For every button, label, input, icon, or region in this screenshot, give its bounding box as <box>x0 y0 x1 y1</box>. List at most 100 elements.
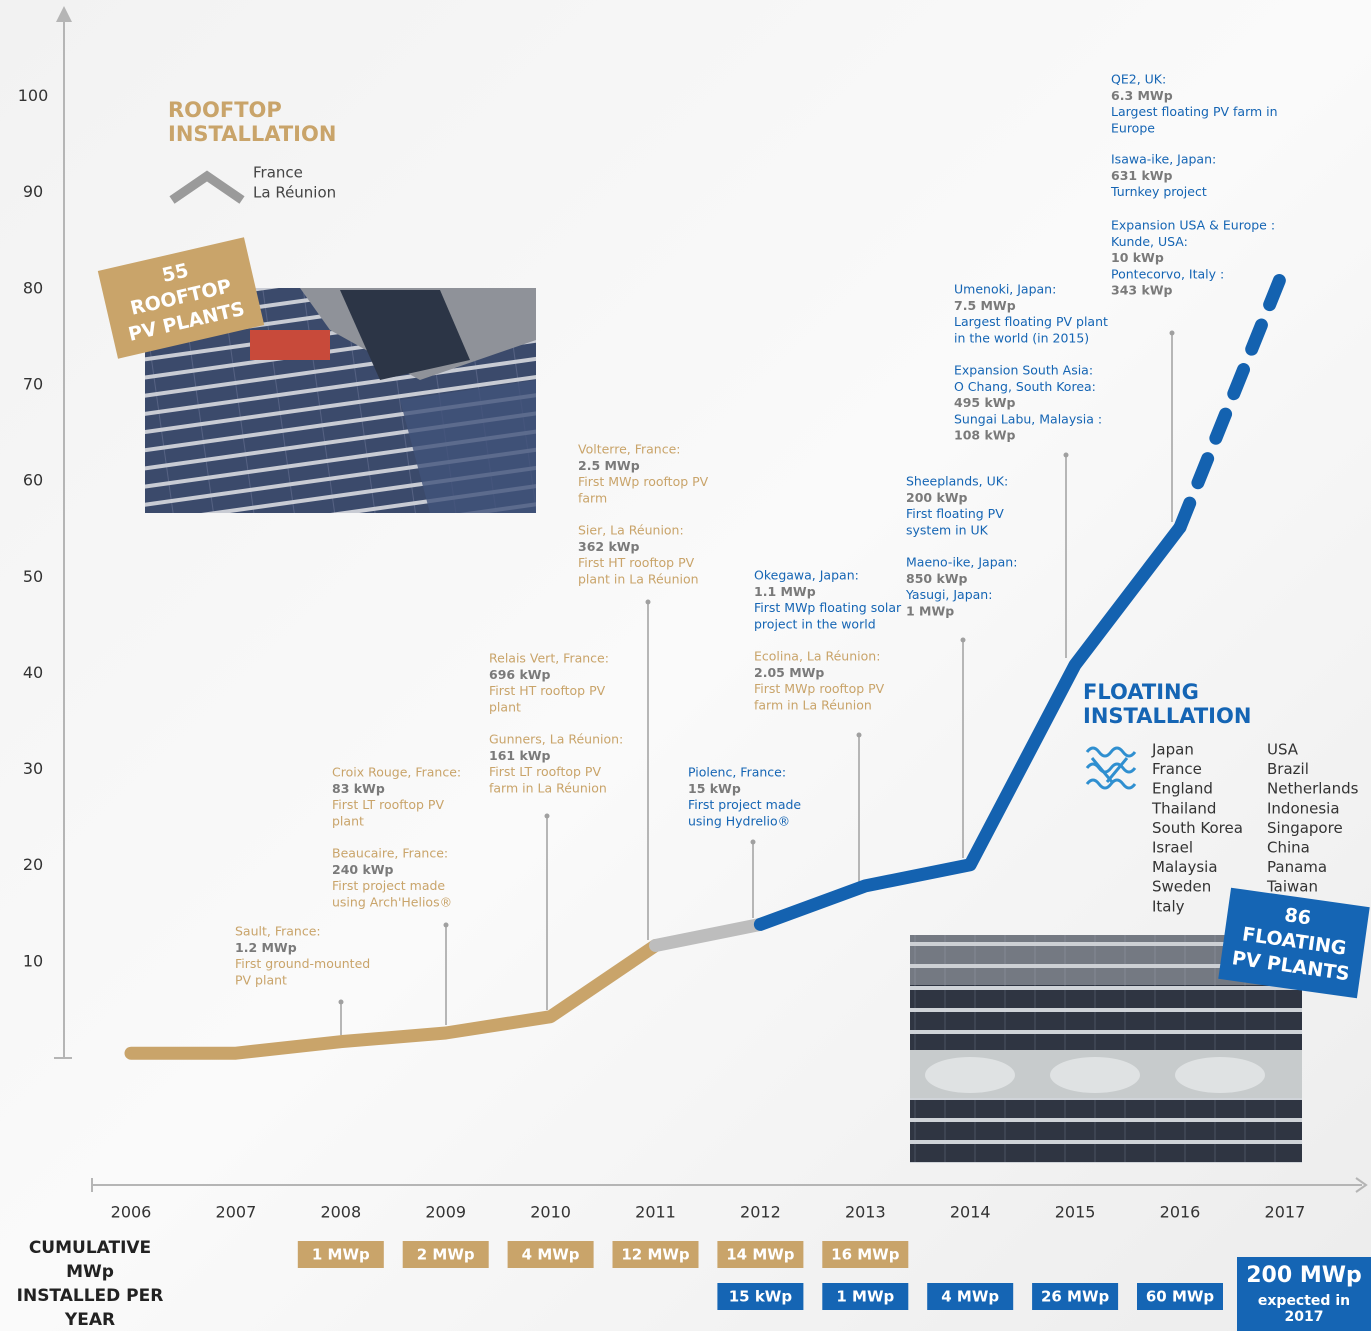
country: Malaysia <box>1152 858 1218 876</box>
annotation-text: Croix Rouge, France: <box>332 765 461 780</box>
annotation-text: Piolenc, France: <box>688 765 786 780</box>
leader-dot <box>443 922 449 928</box>
table-value: 15 kWp <box>729 1288 793 1306</box>
x-tick-label: 2006 <box>111 1203 152 1222</box>
annotation-text: First MWp rooftop PV <box>578 474 709 489</box>
leader-dot <box>645 599 651 605</box>
data-line <box>1173 260 1292 534</box>
table-cell <box>1032 1283 1119 1310</box>
x-tick-label: 2016 <box>1160 1203 1201 1222</box>
y-tick-label: 60 <box>23 471 43 490</box>
table-value: 4 MWp <box>522 1246 580 1264</box>
annotation-text: farm in La Réunion <box>489 780 607 795</box>
annotation-text: 696 kWp <box>489 667 551 682</box>
annotation-text: Umenoki, Japan: <box>954 282 1056 297</box>
annotation-text: 1.1 MWp <box>754 584 816 599</box>
annotation-text: Kunde, USA: <box>1111 234 1188 249</box>
section-title: INSTALLATION <box>168 122 336 146</box>
x-tick-label: 2015 <box>1055 1203 1096 1222</box>
section-title: ROOFTOP <box>168 98 282 122</box>
country: England <box>1152 780 1213 798</box>
y-tick-label: 70 <box>23 374 43 393</box>
annotation-text: 200 kWp <box>906 490 968 505</box>
leader-dot <box>544 813 550 819</box>
annotation-text: Largest floating PV farm in <box>1111 104 1278 119</box>
annotation-text: QE2, UK: <box>1111 72 1166 87</box>
table-note: expected in <box>1258 1293 1350 1309</box>
table-cell <box>927 1283 1014 1310</box>
country: France <box>1152 760 1202 778</box>
table-label: INSTALLED PER <box>17 1286 164 1306</box>
table-cell <box>1137 1283 1223 1310</box>
annotation-text: 240 kWp <box>332 862 394 877</box>
annotation-text: First HT rooftop PV <box>578 555 695 570</box>
annotation-text: Sheeplands, UK: <box>906 474 1008 489</box>
annotation-text: Beaucaire, France: <box>332 846 448 861</box>
annotation-text: 6.3 MWp <box>1111 88 1173 103</box>
annotation-text: Volterre, France: <box>578 442 681 457</box>
table-value: 2 MWp <box>417 1246 475 1264</box>
annotation-text: Europe <box>1111 120 1155 135</box>
annotation-text: plant <box>332 813 364 828</box>
table-value: 16 MWp <box>831 1246 900 1264</box>
annotation-text: Yasugi, Japan: <box>905 587 992 602</box>
annotation-text: 1.2 MWp <box>235 940 297 955</box>
annotation-text: farm <box>578 490 607 505</box>
country: Japan <box>1151 741 1194 759</box>
table-cell <box>507 1241 594 1268</box>
table-value: 200 MWp <box>1246 1263 1362 1288</box>
table-value: 1 MWp <box>836 1288 894 1306</box>
y-tick-label: 80 <box>23 278 43 297</box>
annotation-text: 2.05 MWp <box>754 665 824 680</box>
annotation-text: 7.5 MWp <box>954 298 1016 313</box>
x-axis <box>91 1177 1368 1193</box>
annotation-text: First floating PV <box>906 506 1004 521</box>
leader-dot <box>750 839 756 845</box>
leader-dot <box>1169 330 1175 336</box>
annotation-text: First ground-mounted <box>235 956 370 971</box>
annotation-text: First MWp rooftop PV <box>754 681 885 696</box>
country: China <box>1267 839 1310 857</box>
leader-dot <box>960 637 966 643</box>
country: USA <box>1267 741 1299 759</box>
x-tick-label: 2007 <box>216 1203 257 1222</box>
country: Indonesia <box>1267 799 1340 817</box>
annotation-text: Gunners, La Réunion: <box>489 732 623 747</box>
table-cell <box>822 1283 909 1310</box>
annotation-text: First LT rooftop PV <box>332 797 444 812</box>
annotation-text: using Arch'Helios® <box>332 894 452 909</box>
y-tick-label: 20 <box>23 855 43 874</box>
roof-icon <box>169 170 245 204</box>
table-cell <box>612 1241 699 1268</box>
table-value: 60 MWp <box>1146 1288 1215 1306</box>
x-tick-label: 2012 <box>740 1203 781 1222</box>
annotation-text: 2.5 MWp <box>578 458 640 473</box>
annotation-text: 108 kWp <box>954 428 1016 443</box>
annotation-text: farm in La Réunion <box>754 697 872 712</box>
location: France <box>253 164 303 182</box>
annotation-text: 1 MWp <box>906 603 954 618</box>
country: Brazil <box>1267 760 1309 778</box>
country: Singapore <box>1267 819 1343 837</box>
annotation-text: Turnkey project <box>1110 184 1207 199</box>
annotation-text: 343 kWp <box>1111 283 1173 298</box>
annotation-text: First LT rooftop PV <box>489 764 601 779</box>
y-tick-label: 40 <box>23 663 43 682</box>
table-value: 1 MWp <box>312 1246 370 1264</box>
y-tick-label: 50 <box>23 567 43 586</box>
annotation-text: 83 kWp <box>332 781 385 796</box>
data-line <box>124 939 662 1060</box>
country: Israel <box>1152 839 1193 857</box>
x-tick-label: 2009 <box>425 1203 466 1222</box>
annotation-text: Sungai Labu, Malaysia : <box>954 411 1102 426</box>
annotation-text: Sier, La Réunion: <box>578 523 684 538</box>
data-line <box>753 520 1187 931</box>
x-tick-label: 2008 <box>320 1203 361 1222</box>
annotation-text: Sault, France: <box>235 924 321 939</box>
x-tick-label: 2011 <box>635 1203 676 1222</box>
annotation-text: plant in La Réunion <box>578 571 699 586</box>
annotation-text: 631 kWp <box>1111 168 1173 183</box>
x-tick-label: 2013 <box>845 1203 886 1222</box>
country: Italy <box>1152 897 1185 915</box>
annotation-text: 850 kWp <box>906 571 968 586</box>
